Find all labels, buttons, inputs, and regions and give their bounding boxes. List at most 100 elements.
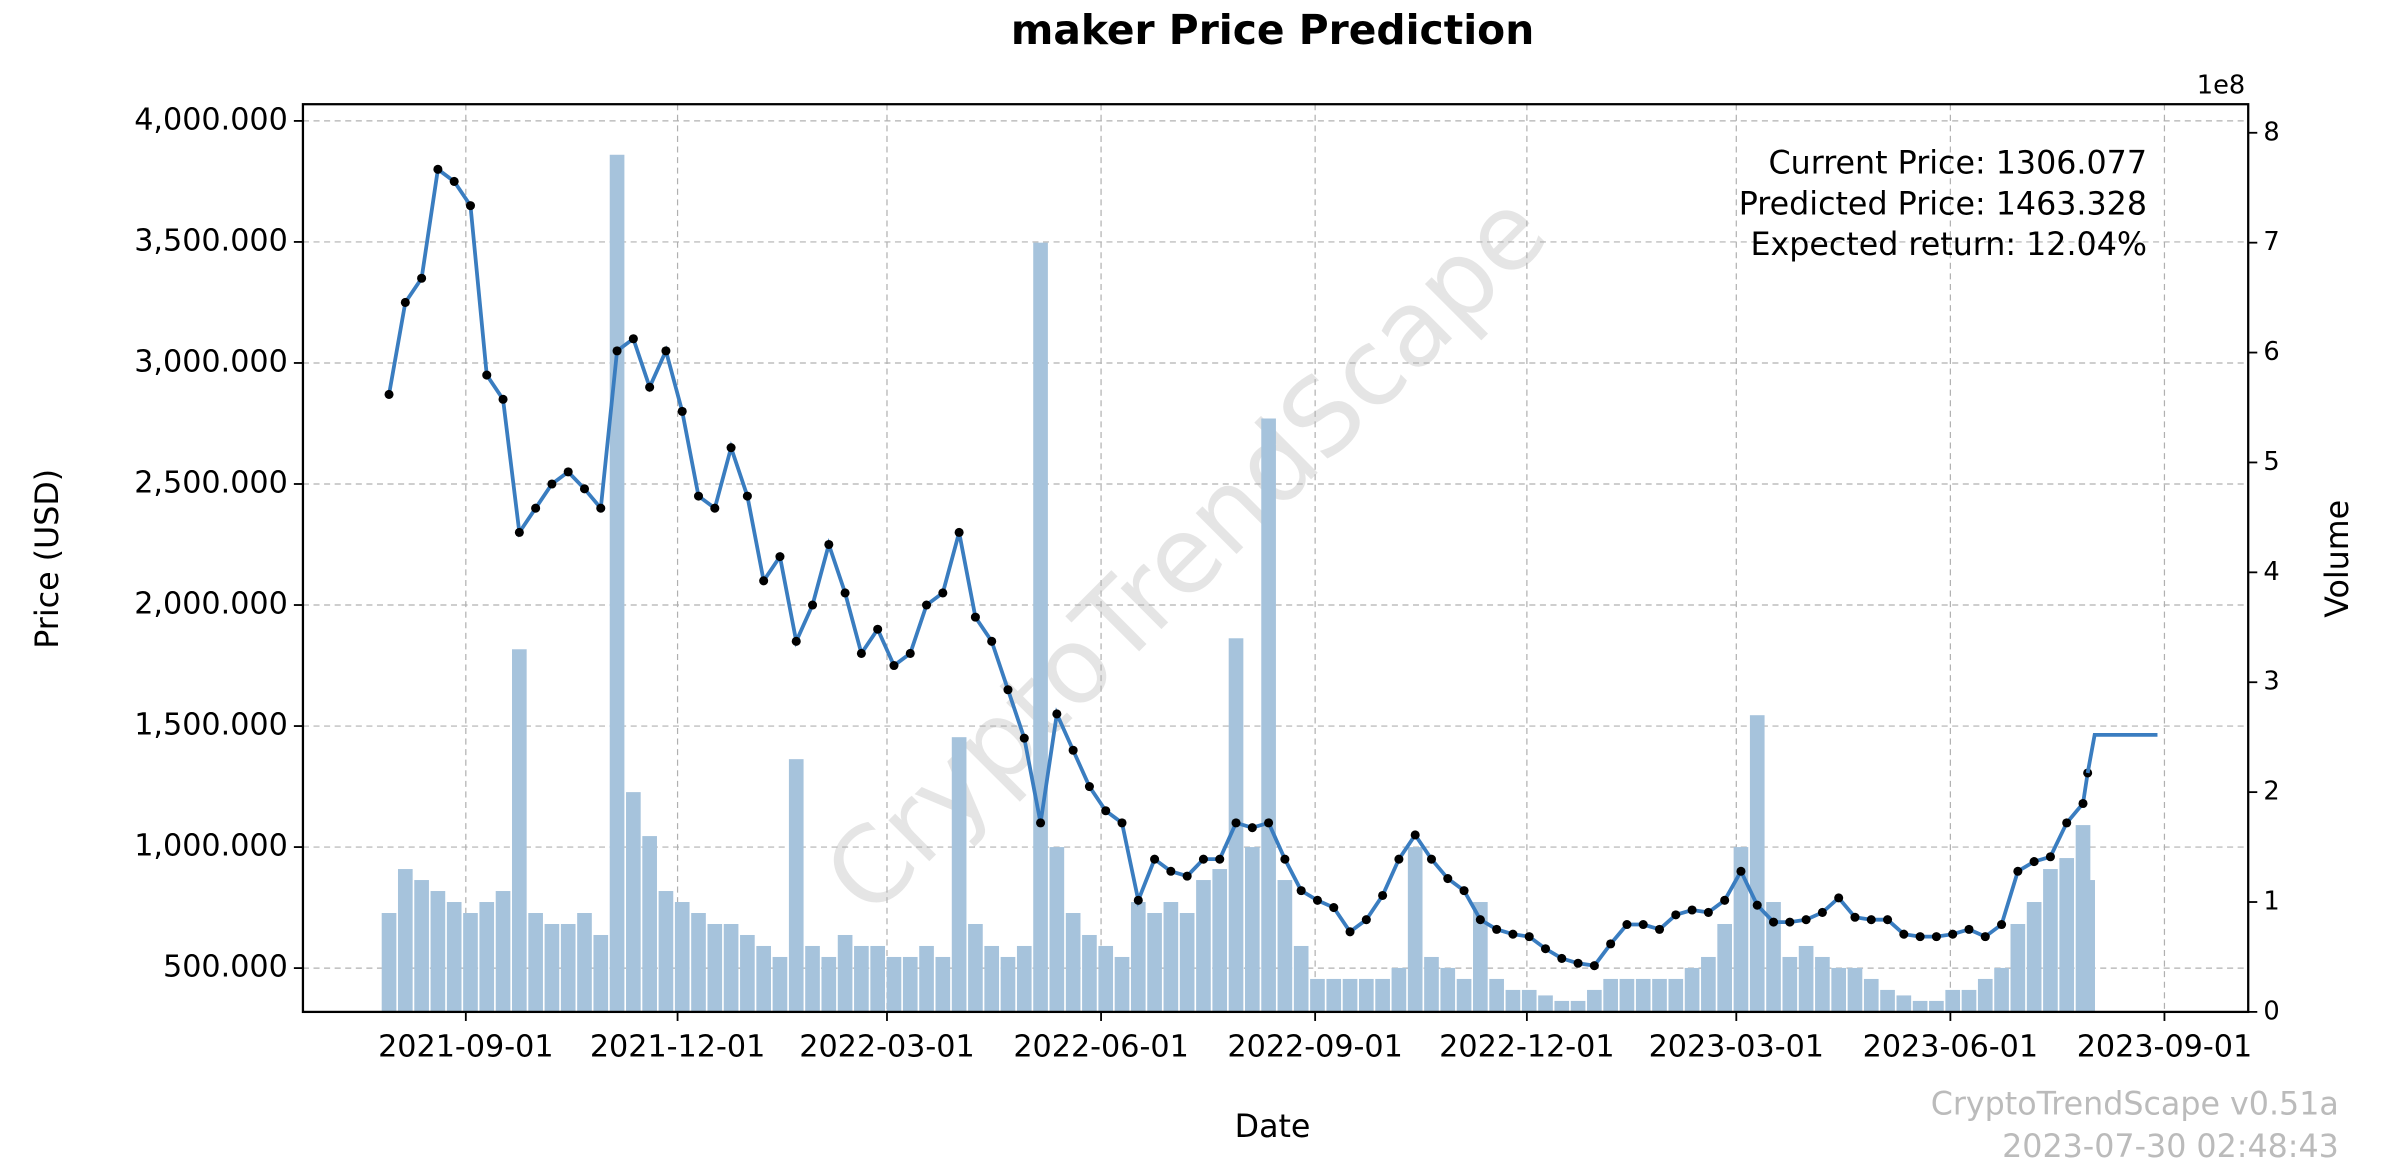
y-tick-label: 3,000.000	[134, 344, 288, 379]
volume-bar	[1831, 967, 1847, 1012]
price-point	[1019, 733, 1029, 743]
volume-bar	[1310, 978, 1325, 1012]
volume-bar	[1863, 978, 1879, 1012]
volume-bar	[2026, 902, 2042, 1012]
price-point	[2013, 866, 2023, 876]
price-point	[1475, 915, 1485, 925]
volume-bar	[1082, 934, 1097, 1012]
price-point	[1394, 854, 1404, 864]
price-point	[1133, 895, 1143, 905]
volume-bar	[1293, 945, 1309, 1012]
volume-bar	[1505, 989, 1521, 1012]
price-point	[1101, 806, 1111, 816]
volume-bar	[821, 956, 837, 1012]
volume-bar	[1766, 902, 1781, 1012]
price-point	[791, 636, 801, 646]
y2-tick-label: 0	[2263, 996, 2279, 1026]
price-point	[417, 273, 427, 283]
y-tick-label: 2,000.000	[134, 587, 288, 622]
price-line	[387, 165, 2090, 968]
volume-bar	[1244, 847, 1260, 1012]
volume-bar	[1945, 989, 1961, 1012]
volume-bar	[1961, 989, 1977, 1012]
price-point	[1866, 915, 1876, 925]
volume-bar	[837, 934, 853, 1012]
price-point	[1540, 944, 1551, 954]
volume-bar	[1717, 923, 1732, 1012]
price-point	[1638, 919, 1648, 930]
price-point	[531, 503, 541, 513]
price-point	[1980, 932, 1990, 942]
price-point	[1769, 917, 1779, 927]
price-point	[1198, 854, 1208, 864]
volume-bar	[642, 836, 657, 1012]
price-point	[1720, 895, 1730, 905]
volume-bar	[1016, 945, 1032, 1012]
volume-bar	[1619, 978, 1635, 1012]
y-tick-label: 1,500.000	[134, 708, 288, 743]
price-point	[1084, 782, 1094, 792]
price-point	[1931, 932, 1941, 942]
y2-tick-label: 2	[2263, 777, 2279, 807]
price-point	[954, 527, 964, 537]
price-point	[775, 552, 785, 562]
price-point	[2078, 798, 2088, 809]
volume-bar	[658, 891, 674, 1012]
price-point	[1150, 854, 1160, 864]
volume-bar	[772, 956, 788, 1012]
volume-bar	[984, 945, 1000, 1012]
volume-bar	[2043, 869, 2058, 1012]
volume-bar	[1473, 902, 1488, 1012]
x-tick-label: 2023-03-01	[1649, 1030, 1824, 1065]
y2-tick-label: 3	[2263, 667, 2279, 697]
volume-bar	[1440, 967, 1456, 1012]
x-tick-label: 2021-09-01	[378, 1030, 553, 1065]
volume-bar	[723, 923, 739, 1012]
price-point	[840, 588, 850, 598]
y2-tick-label: 7	[2263, 227, 2279, 257]
price-point	[1834, 893, 1844, 903]
volume-bar	[1212, 869, 1228, 1012]
volume-bar	[968, 923, 983, 1012]
price-point	[1296, 886, 1306, 896]
volume-bar	[446, 902, 462, 1012]
price-point	[498, 394, 508, 404]
y-tick-label: 3,500.000	[134, 223, 288, 258]
volume-bar	[1896, 995, 1912, 1012]
x-tick-label: 2022-09-01	[1227, 1030, 1402, 1065]
volume-bar	[577, 913, 592, 1012]
volume-bar	[1130, 902, 1146, 1012]
price-point	[563, 467, 573, 477]
price-point	[1964, 924, 1974, 934]
volume-bar	[1538, 995, 1553, 1012]
price-point	[905, 648, 915, 658]
volume-bar	[1163, 902, 1179, 1012]
x-axis-label: Date	[1235, 1109, 1311, 1145]
volume-bar	[397, 869, 413, 1012]
price-point	[889, 660, 899, 671]
price-point	[1036, 818, 1046, 828]
price-point	[1524, 932, 1534, 942]
volume-bar	[1635, 978, 1651, 1012]
y2-axis-label: Volume	[2320, 500, 2356, 618]
volume-bar	[1098, 945, 1114, 1012]
price-point	[1166, 866, 1176, 876]
price-point	[1997, 919, 2007, 930]
y2-tick-label: 6	[2263, 337, 2279, 367]
price-point	[1215, 854, 1225, 864]
y2-tick-label: 1	[2263, 887, 2279, 917]
x-tick-label: 2021-12-01	[590, 1030, 765, 1065]
price-point	[873, 624, 883, 634]
price-point	[1280, 854, 1290, 864]
volume-bar	[1521, 989, 1537, 1012]
price-point	[1378, 890, 1388, 901]
volume-bar	[902, 956, 918, 1012]
y2-offset-label: 1e8	[2197, 71, 2245, 101]
x-tick-label: 2023-09-01	[2077, 1030, 2252, 1065]
price-point	[1329, 903, 1339, 913]
x-tick-label: 2023-06-01	[1863, 1030, 2038, 1065]
price-point	[1361, 915, 1371, 925]
price-point	[726, 443, 736, 453]
price-point	[807, 600, 818, 610]
